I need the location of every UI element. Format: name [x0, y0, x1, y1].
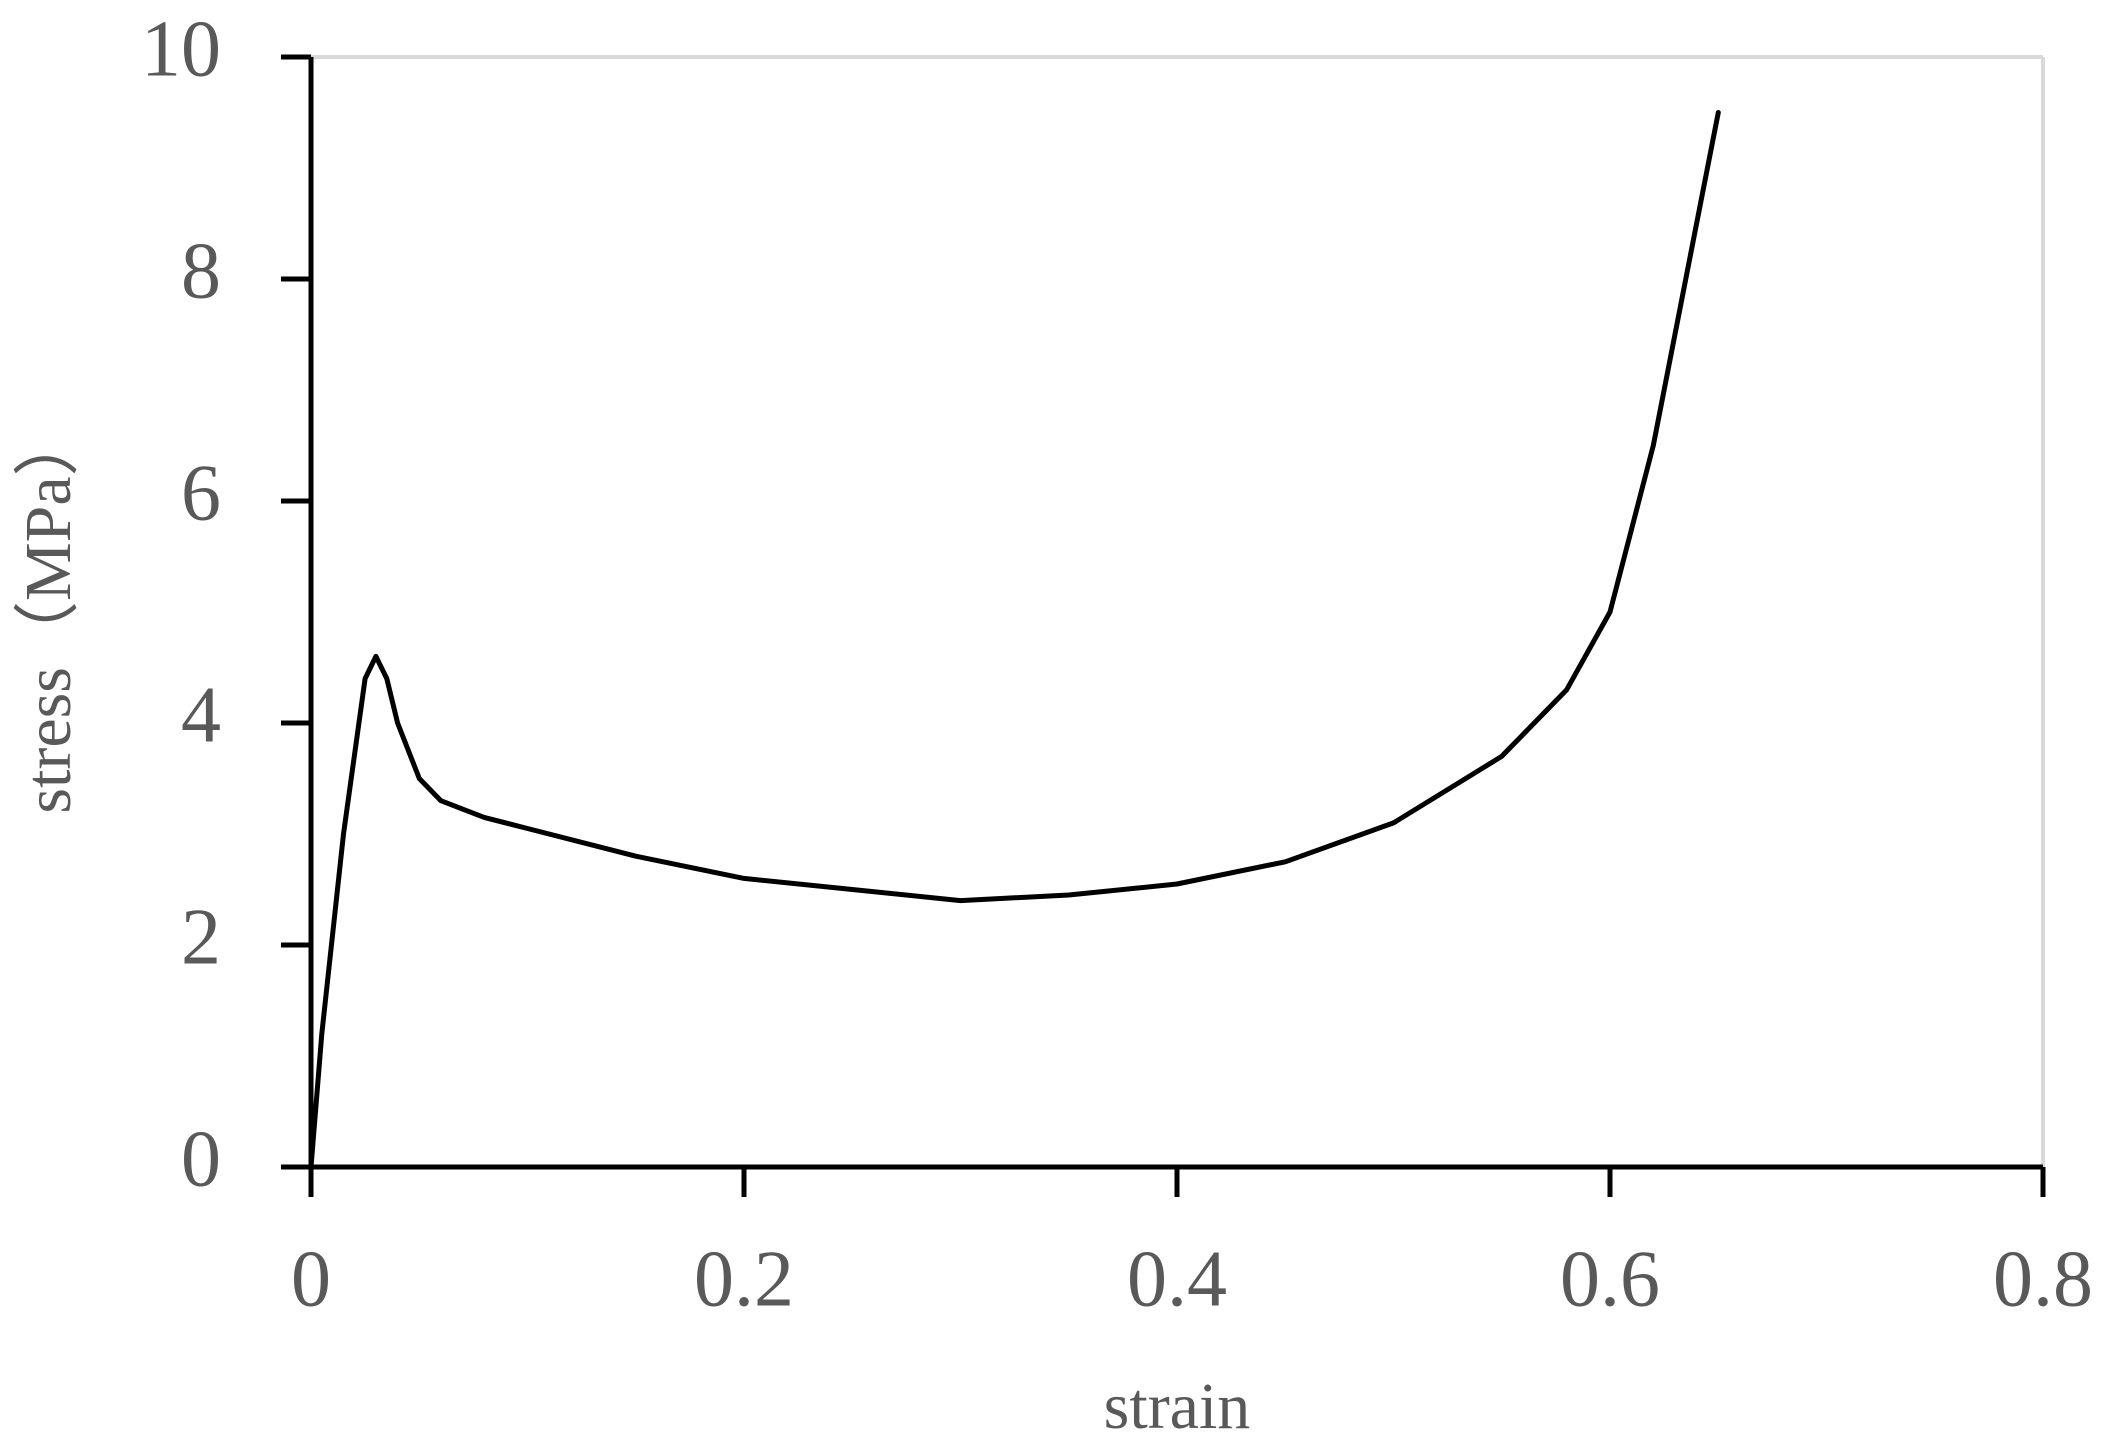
y-tick-label: 8 — [181, 227, 221, 315]
y-tick-label: 2 — [181, 893, 221, 981]
x-tick-label: 0.4 — [1127, 1235, 1227, 1323]
x-axis-title: strain — [1104, 1370, 1251, 1443]
y-tick-label: 6 — [181, 449, 221, 537]
x-tick-label: 0.2 — [694, 1235, 794, 1323]
x-tick-label: 0.6 — [1560, 1235, 1660, 1323]
line-series — [308, 110, 1721, 1170]
y-tick-label: 4 — [181, 671, 221, 759]
y-tick-label: 0 — [181, 1115, 221, 1203]
x-tick-label: 0.8 — [1993, 1235, 2093, 1323]
y-axis-title: stress（MPa） — [12, 410, 85, 813]
y-tick-label: 10 — [141, 5, 221, 93]
x-tick-label: 0 — [291, 1235, 331, 1323]
